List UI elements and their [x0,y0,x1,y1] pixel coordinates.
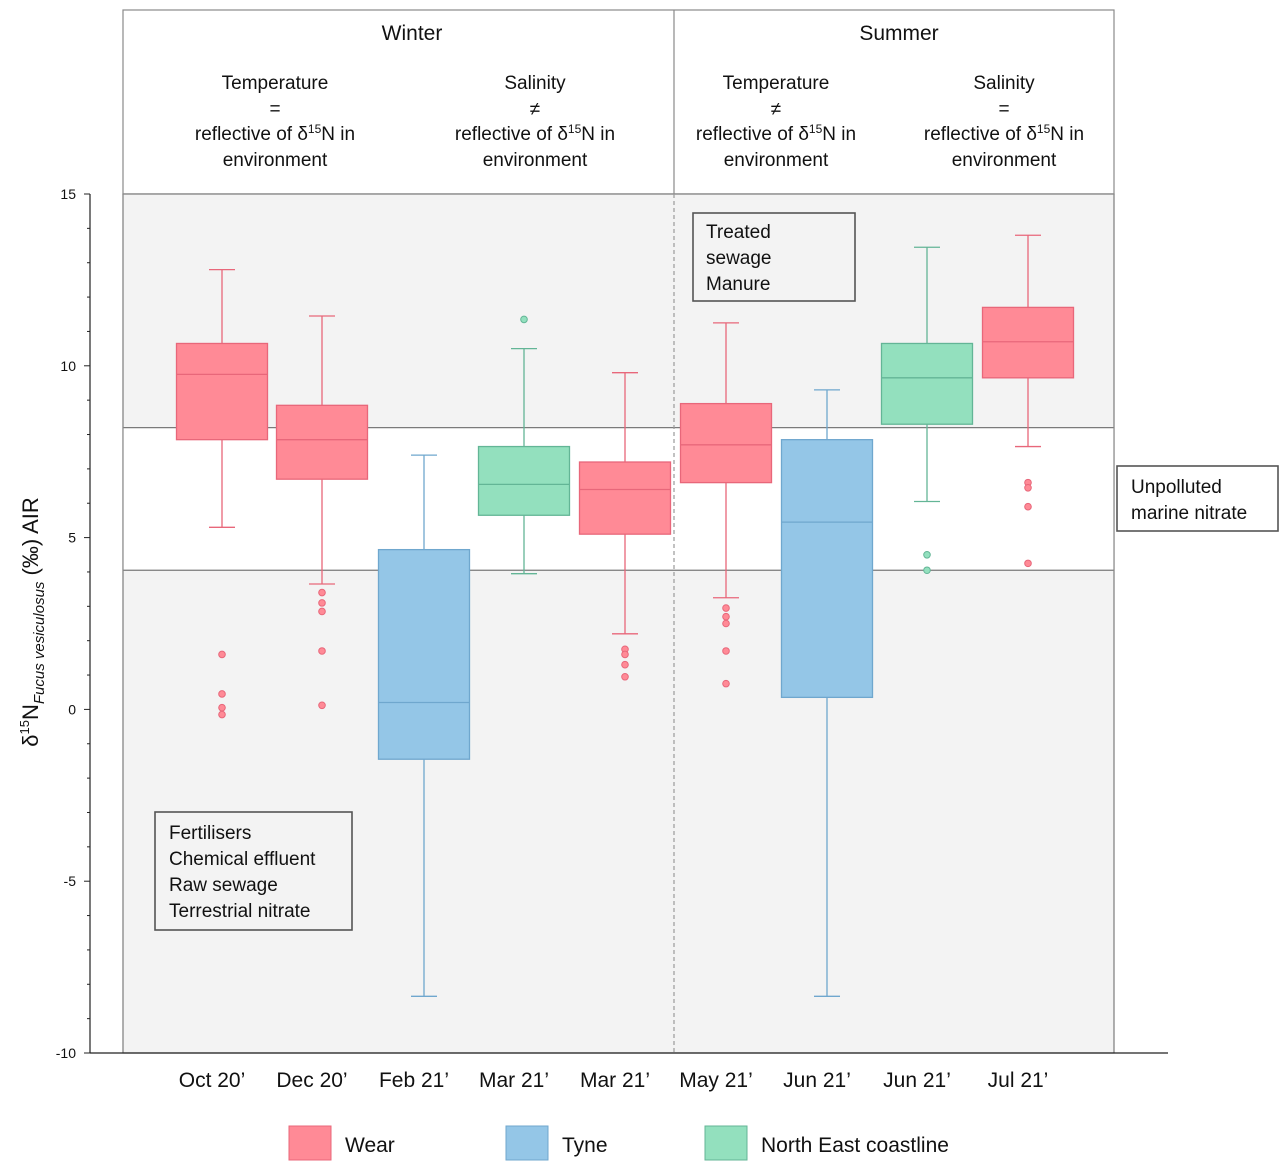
outlier-point [722,679,730,688]
header-group-symbol: = [998,99,1009,120]
box-iqr [275,404,369,480]
box-wear [275,315,369,710]
outlier-point [520,315,528,324]
box-iqr [981,306,1075,379]
box-north-east-coastline [880,246,974,575]
header-group-line: reflective of δ15N in [924,122,1084,145]
band-label-line: marine nitrate [1131,503,1247,524]
y-tick-label: 0 [68,701,76,717]
legend-label: Tyne [562,1134,608,1157]
header-group-line-2: environment [724,150,829,171]
annotation-lower-line: Chemical effluent [169,849,316,870]
y-tick-label: 5 [68,530,76,546]
legend-item-north-east-coastline: North East coastline [704,1125,949,1161]
annotation-lower-line: Fertilisers [169,823,251,844]
box-iqr [377,548,471,760]
legend-label: North East coastline [761,1134,949,1157]
outlier-point [218,650,226,659]
box-wear [175,268,269,719]
legend-item-tyne: Tyne [505,1125,608,1161]
x-tick-label: Mar 21’ [580,1069,650,1092]
header-group-symbol: ≠ [530,99,540,120]
box-iqr [578,461,672,535]
outlier-point [1024,559,1032,568]
season-title-summer: Summer [859,22,938,45]
outlier-point [621,660,629,669]
x-tick-label: Feb 21’ [379,1069,449,1092]
outlier-point [722,647,730,655]
legend-swatch [704,1125,748,1161]
header-group-symbol: = [269,99,280,120]
header-group-line-2: environment [952,150,1057,171]
box-iqr [880,342,974,425]
outlier-point [1024,483,1032,492]
legend-swatch [505,1125,549,1161]
x-tick-label: Dec 20’ [276,1069,347,1092]
box-tyne [780,389,874,997]
header-frame [122,9,1115,195]
box-tyne [377,454,471,997]
outlier-point [318,701,326,710]
header-group-line-2: environment [483,150,588,171]
outlier-point [722,619,730,628]
header-group-title: Salinity [973,73,1035,94]
annotation-upper-line: sewage [706,248,772,269]
header-group-title: Salinity [504,73,566,94]
outlier-point [923,550,931,559]
y-tick-label: 15 [60,186,76,202]
outlier-point [318,607,326,616]
season-title-winter: Winter [382,22,443,45]
outlier-point [1024,502,1032,511]
box-wear [679,322,773,688]
outlier-point [218,710,226,719]
plot-panel [122,193,1115,1054]
box-wear [578,372,672,681]
outlier-point [722,604,730,612]
x-tick-label: Jul 21’ [988,1069,1049,1092]
x-tick-label: Jun 21’ [883,1069,951,1092]
header-group-title: Temperature [723,73,830,94]
x-tick-label: Jun 21’ [783,1069,851,1092]
header-group-line: reflective of δ15N in [195,122,355,145]
annotation-lower-box [154,811,353,931]
legend-label: Wear [345,1134,395,1157]
box-iqr [780,439,874,699]
outlier-point [621,672,629,681]
box-iqr [175,342,269,441]
y-tick-label: -10 [56,1045,76,1061]
annotation-lower-line: Terrestrial nitrate [169,901,311,922]
header-group-line-2: environment [223,150,328,171]
box-iqr [477,445,571,516]
header-group-line: reflective of δ15N in [696,122,856,145]
band-label-box [1116,465,1279,532]
y-axis-label: δ15NFucus vesiculosus (‰) AIR [17,497,48,747]
outlier-point [218,703,226,712]
box-north-east-coastline [477,315,571,575]
outlier-point [218,690,226,698]
header-group-line: reflective of δ15N in [455,122,615,145]
x-tick-label: May 21’ [679,1069,753,1092]
annotation-upper-line: Treated [706,222,771,243]
annotation-upper-line: Manure [706,274,770,295]
outlier-point [621,650,629,659]
legend-item-wear: Wear [288,1125,395,1161]
outlier-point [318,599,326,607]
annotation-lower-line: Raw sewage [169,875,278,896]
y-tick-label: 10 [60,358,76,374]
header-group-title: Temperature [222,73,329,94]
outlier-point [722,612,730,621]
box-wear [981,234,1075,568]
outlier-point [923,566,931,575]
x-tick-label: Oct 20’ [179,1069,246,1092]
y-tick-label: -5 [64,873,77,889]
box-iqr [679,402,773,484]
outlier-point [318,588,326,597]
annotation-upper-box [692,212,856,302]
outlier-point [318,647,326,655]
band-label-line: Unpolluted [1131,477,1222,498]
header-group-symbol: ≠ [771,99,781,120]
x-tick-label: Mar 21’ [479,1069,549,1092]
legend-swatch [288,1125,332,1161]
